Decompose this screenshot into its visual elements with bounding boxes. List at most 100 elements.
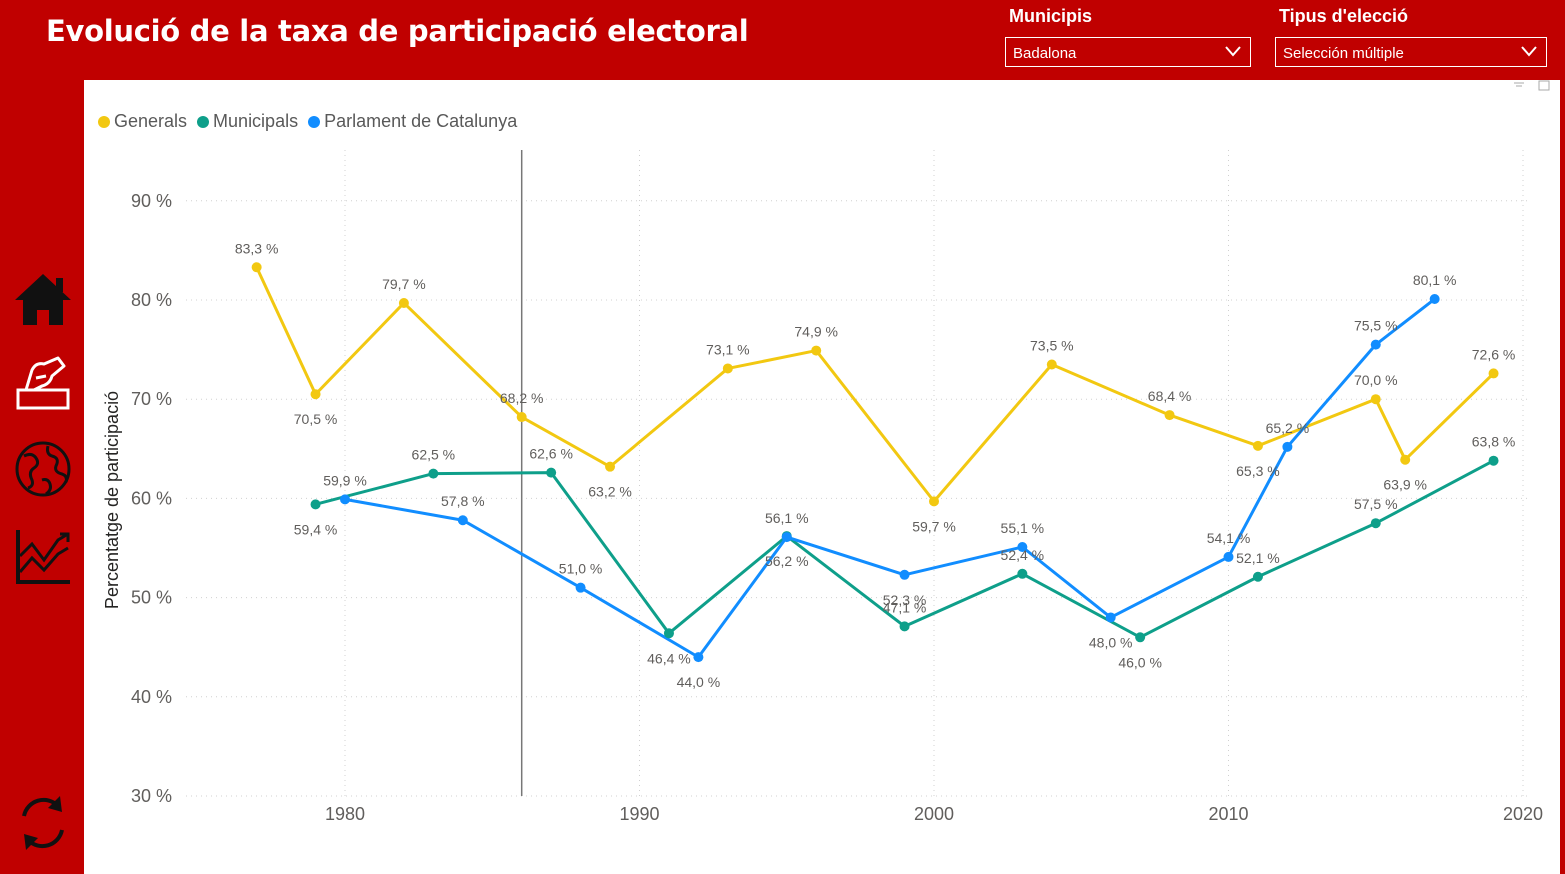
x-tick-label: 2000	[914, 804, 954, 824]
x-tick-label: 1990	[619, 804, 659, 824]
y-tick-label: 60 %	[131, 488, 172, 508]
sidebar	[0, 80, 84, 874]
data-point[interactable]	[575, 582, 586, 593]
data-point[interactable]	[1252, 571, 1263, 582]
legend-marker	[98, 115, 110, 128]
data-point[interactable]	[811, 345, 822, 356]
data-point[interactable]	[1370, 339, 1381, 350]
focus-mode-icon[interactable]	[1538, 80, 1550, 91]
data-point[interactable]	[693, 652, 704, 663]
data-point[interactable]	[781, 532, 792, 543]
y-tick-label: 50 %	[131, 588, 172, 608]
data-point[interactable]	[251, 262, 262, 273]
data-point[interactable]	[899, 621, 910, 632]
data-point[interactable]	[1252, 440, 1263, 451]
data-point[interactable]	[1135, 632, 1146, 643]
data-label: 68,2 %	[500, 390, 544, 406]
x-tick-label: 2010	[1208, 804, 1248, 824]
municipis-label: Municipis	[1009, 6, 1093, 26]
data-point[interactable]	[1017, 542, 1028, 553]
legend-label: Generals	[114, 111, 188, 131]
data-point[interactable]	[1164, 410, 1175, 421]
data-point[interactable]	[929, 496, 939, 507]
municipis-dropdown[interactable]: Badalona	[1005, 37, 1251, 67]
data-label: 65,2 %	[1266, 420, 1310, 436]
data-label: 46,4 %	[647, 650, 691, 666]
data-label: 62,5 %	[412, 447, 456, 463]
legend-label: Municipals	[213, 111, 299, 131]
tipus-eleccio-label: Tipus d'elecció	[1279, 6, 1408, 26]
data-label: 59,7 %	[912, 518, 956, 534]
data-point[interactable]	[1017, 568, 1028, 579]
legend-label: Parlament de Catalunya	[324, 111, 518, 131]
data-label: 70,0 %	[1354, 372, 1398, 388]
data-point[interactable]	[663, 628, 674, 639]
municipis-selected-value: Badalona	[1013, 45, 1077, 62]
home-icon[interactable]	[12, 268, 74, 330]
data-point[interactable]	[1046, 359, 1057, 370]
series-line	[255, 266, 1495, 503]
data-label: 59,4 %	[294, 521, 338, 537]
y-tick-label: 30 %	[131, 786, 172, 806]
data-label: 56,2 %	[765, 553, 809, 569]
visual-header-icons[interactable]	[1494, 80, 1554, 92]
chevron-down-icon	[1225, 46, 1241, 57]
data-label: 72,6 %	[1472, 346, 1516, 362]
data-label: 54,1 %	[1207, 530, 1251, 546]
data-point[interactable]	[428, 468, 439, 479]
data-label: 46,0 %	[1118, 654, 1162, 670]
chart-panel: Generals Municipals Parlament de Catalunya…	[84, 80, 1560, 874]
legend-item[interactable]: Generals	[98, 111, 187, 132]
series-line	[344, 297, 1436, 659]
legend-item[interactable]: Parlament de Catalunya	[308, 111, 517, 132]
data-point[interactable]	[1488, 455, 1499, 466]
refresh-icon[interactable]	[12, 792, 74, 854]
data-point[interactable]	[516, 412, 527, 423]
data-point[interactable]	[1105, 612, 1116, 623]
data-point[interactable]	[899, 569, 910, 580]
legend-marker	[308, 115, 321, 128]
legend-marker	[197, 115, 210, 128]
ballot-vote-icon[interactable]	[12, 352, 74, 414]
chevron-down-icon	[1521, 46, 1537, 57]
data-point[interactable]	[1429, 294, 1440, 305]
tipus-eleccio-dropdown[interactable]: Selección múltiple	[1275, 37, 1547, 67]
data-label: 63,9 %	[1383, 477, 1427, 493]
y-tick-label: 70 %	[131, 389, 172, 409]
data-point[interactable]	[457, 515, 468, 526]
line-chart: 30 % 40 % 50 % 60 % 70 % 80 % 90 % 1980 1990 2000…	[102, 150, 1543, 824]
data-point[interactable]	[340, 494, 350, 505]
data-point[interactable]	[310, 499, 321, 510]
y-tick-label: 90 %	[131, 191, 172, 211]
data-label: 44,0 %	[677, 674, 721, 690]
data-label: 59,9 %	[323, 472, 367, 488]
data-label: 51,0 %	[559, 561, 603, 577]
data-point[interactable]	[310, 389, 321, 400]
data-label: 52,3 %	[883, 592, 927, 608]
data-point[interactable]	[1488, 368, 1499, 379]
data-point[interactable]	[1370, 394, 1381, 405]
data-point[interactable]	[605, 461, 616, 472]
data-label: 68,4 %	[1148, 388, 1192, 404]
data-point[interactable]	[1400, 454, 1411, 465]
data-point[interactable]	[398, 297, 409, 308]
data-point[interactable]	[1223, 551, 1234, 562]
data-label: 75,5 %	[1354, 318, 1398, 334]
data-label: 63,2 %	[588, 484, 632, 500]
chart-trend-icon[interactable]	[12, 526, 74, 588]
data-point[interactable]	[1282, 441, 1293, 452]
data-label: 70,5 %	[294, 411, 338, 427]
data-label: 80,1 %	[1413, 272, 1457, 288]
y-tick-label: 40 %	[131, 687, 172, 707]
y-tick-label: 80 %	[131, 290, 172, 310]
globe-icon[interactable]	[12, 438, 74, 500]
filter-icon[interactable]	[1514, 82, 1524, 87]
data-label: 73,5 %	[1030, 337, 1074, 353]
data-point[interactable]	[722, 363, 733, 374]
x-tick-label: 2020	[1503, 804, 1543, 824]
data-label: 56,1 %	[765, 510, 809, 526]
data-point[interactable]	[1370, 518, 1381, 529]
data-point[interactable]	[546, 467, 557, 478]
legend-item[interactable]: Municipals	[197, 111, 298, 132]
data-label: 74,9 %	[794, 324, 838, 340]
